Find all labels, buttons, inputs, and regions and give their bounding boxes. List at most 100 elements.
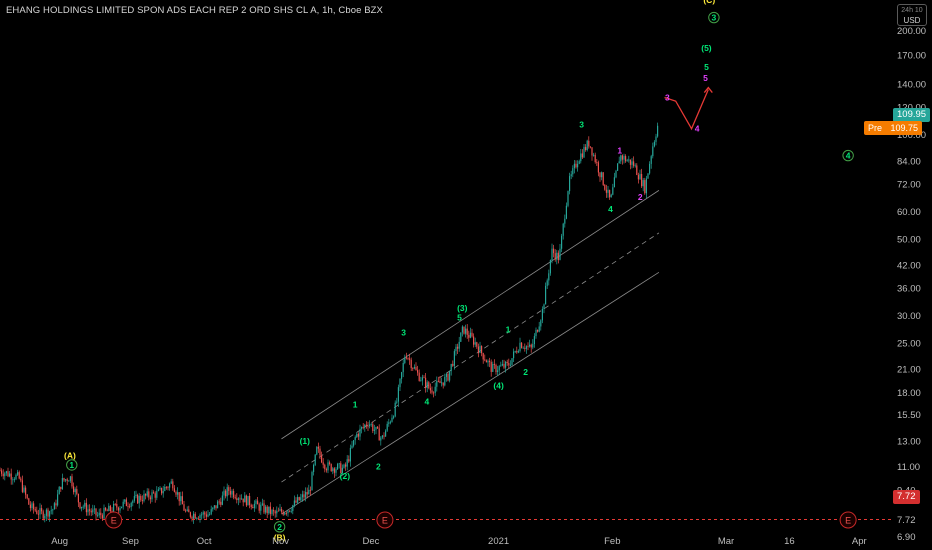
candle-body (52, 509, 54, 511)
candle-body (601, 172, 603, 178)
candle-body (236, 498, 238, 501)
candle-body (127, 506, 129, 507)
wave-circle (273, 521, 286, 533)
candle-body (418, 372, 420, 381)
candle-body (23, 487, 25, 492)
candle-body (354, 437, 356, 441)
candle-body (588, 140, 590, 147)
candle-body (529, 344, 531, 347)
candle-body (79, 502, 81, 509)
wave-label: (5) (701, 43, 712, 53)
candle-body (143, 493, 145, 502)
candle-body (1, 470, 3, 474)
candle-body (253, 503, 255, 509)
wave-label: 5 (704, 62, 709, 72)
candle-body (332, 468, 334, 472)
y-tick-label: 18.00 (897, 388, 921, 399)
channel-upper-line (281, 190, 660, 440)
wave-label: 3 (665, 93, 670, 103)
x-tick-label: Feb (604, 536, 620, 547)
candle-body (303, 494, 305, 498)
candle-body (133, 496, 135, 501)
candle-body (335, 469, 337, 473)
candle-body (295, 500, 297, 503)
candle-body (596, 162, 598, 163)
candle-body (527, 346, 529, 348)
y-tick-label: 84.00 (897, 156, 921, 167)
candle-body (532, 344, 534, 348)
candle-body (93, 508, 95, 510)
candle-body (501, 363, 503, 366)
wave-label: (3) (457, 303, 468, 313)
candle-body (593, 154, 595, 156)
candle-body (202, 512, 204, 515)
candle-body (410, 359, 412, 369)
candle-body (71, 476, 73, 487)
candle-body (349, 447, 351, 462)
candle-body (285, 512, 287, 514)
candle-body (117, 507, 119, 511)
candle-body (141, 500, 143, 502)
candle-body (207, 514, 209, 517)
candle-body (442, 382, 444, 386)
y-tick-label: 13.00 (897, 437, 921, 448)
candle-body (252, 507, 254, 509)
candle-body (597, 162, 599, 173)
candle-body (135, 494, 137, 497)
candle-body (385, 430, 387, 437)
x-axis[interactable]: Aug Sep Oct Nov Dec 2021 Feb Mar 16 Apr (51, 536, 867, 547)
candle-body (148, 491, 150, 498)
candle-body (485, 360, 487, 363)
candle-body (351, 445, 353, 448)
y-tick-label: 11.00 (897, 462, 920, 473)
wave-label: 1 (506, 325, 511, 335)
candle-body (25, 487, 27, 495)
wave-label: 2 (277, 522, 282, 532)
candle-body (449, 370, 451, 381)
y-tick-label: 72.00 (897, 179, 921, 190)
candle-body (12, 479, 14, 481)
candle-body (583, 147, 585, 158)
candle-body (561, 235, 563, 249)
channel-middle-line (281, 232, 660, 483)
candle-body (436, 380, 438, 387)
y-tick-label: 140.00 (897, 80, 926, 91)
candle-body (623, 156, 625, 160)
candle-body (89, 509, 91, 511)
candle-body (44, 515, 46, 519)
candle-body (345, 464, 347, 467)
candle-body (373, 429, 375, 431)
candle-body (263, 503, 265, 513)
candle-body (380, 437, 382, 441)
wave-labels: (A)1(B)2(1)(2)1234(3)51(4)23412345(5)5(C… (64, 0, 854, 542)
candle-body (13, 479, 15, 481)
candle-body (191, 516, 193, 519)
candle-body (50, 510, 52, 512)
candle-body (175, 491, 177, 495)
candle-body (205, 514, 207, 517)
wave-label: 3 (579, 119, 584, 129)
candle-body (397, 387, 399, 402)
y-axis[interactable]: 6.907.729.4011.0013.0015.5018.0021.0025.… (897, 26, 926, 543)
candle-body (255, 500, 257, 504)
candle-body (113, 503, 115, 512)
candle-body (333, 468, 335, 473)
candle-body (337, 464, 339, 470)
wave-label: (1) (300, 436, 311, 446)
candle-body (545, 285, 547, 305)
currency-selector[interactable]: 24h 10 USD (897, 4, 927, 26)
candle-body (487, 360, 489, 363)
candle-body (233, 491, 235, 498)
candle-body (209, 514, 211, 515)
candle-body (228, 487, 230, 492)
candle-body (39, 508, 41, 515)
candle-body (289, 510, 291, 512)
chart-title: EHANG HOLDINGS LIMITED SPON ADS EACH REP… (6, 5, 383, 16)
candle-body (68, 480, 70, 482)
candle-body (605, 189, 607, 193)
candle-body (516, 351, 518, 353)
trend-channel (281, 190, 660, 515)
candle-body (92, 509, 94, 513)
candle-body (85, 502, 87, 513)
